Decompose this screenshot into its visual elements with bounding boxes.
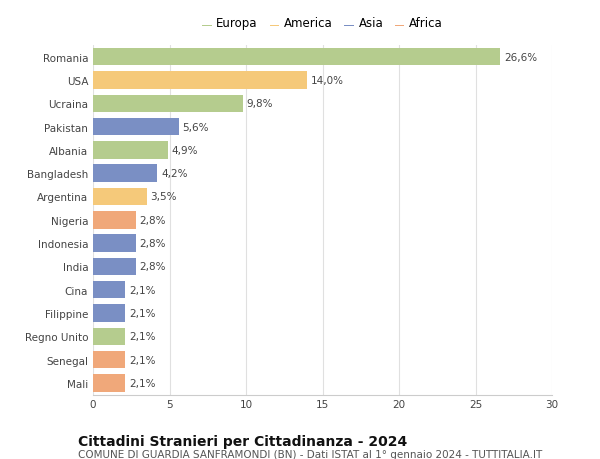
- Bar: [93, 72, 307, 90]
- Bar: [93, 328, 125, 345]
- Text: 2,8%: 2,8%: [140, 239, 166, 249]
- Text: 2,1%: 2,1%: [129, 378, 155, 388]
- Text: 3,5%: 3,5%: [151, 192, 177, 202]
- Text: 26,6%: 26,6%: [504, 52, 537, 62]
- Bar: [93, 188, 146, 206]
- Bar: [93, 235, 136, 252]
- Text: 14,0%: 14,0%: [311, 76, 344, 86]
- Bar: [93, 95, 243, 113]
- Text: 4,2%: 4,2%: [161, 169, 188, 179]
- Bar: [93, 212, 136, 229]
- Text: 4,9%: 4,9%: [172, 146, 198, 156]
- Text: COMUNE DI GUARDIA SANFRAMONDI (BN) - Dati ISTAT al 1° gennaio 2024 - TUTTITALIA.: COMUNE DI GUARDIA SANFRAMONDI (BN) - Dat…: [78, 449, 542, 459]
- Text: 2,8%: 2,8%: [140, 215, 166, 225]
- Bar: [93, 165, 157, 183]
- Bar: [93, 351, 125, 369]
- Text: Cittadini Stranieri per Cittadinanza - 2024: Cittadini Stranieri per Cittadinanza - 2…: [78, 434, 407, 448]
- Text: 5,6%: 5,6%: [182, 122, 209, 132]
- Bar: [93, 49, 500, 66]
- Text: 2,1%: 2,1%: [129, 355, 155, 365]
- Bar: [93, 142, 168, 159]
- Bar: [93, 305, 125, 322]
- Legend: Europa, America, Asia, Africa: Europa, America, Asia, Africa: [202, 17, 443, 30]
- Bar: [93, 281, 125, 299]
- Text: 2,1%: 2,1%: [129, 331, 155, 341]
- Text: 2,1%: 2,1%: [129, 285, 155, 295]
- Bar: [93, 118, 179, 136]
- Text: 2,1%: 2,1%: [129, 308, 155, 319]
- Text: 2,8%: 2,8%: [140, 262, 166, 272]
- Bar: [93, 258, 136, 275]
- Text: 9,8%: 9,8%: [247, 99, 273, 109]
- Bar: [93, 375, 125, 392]
